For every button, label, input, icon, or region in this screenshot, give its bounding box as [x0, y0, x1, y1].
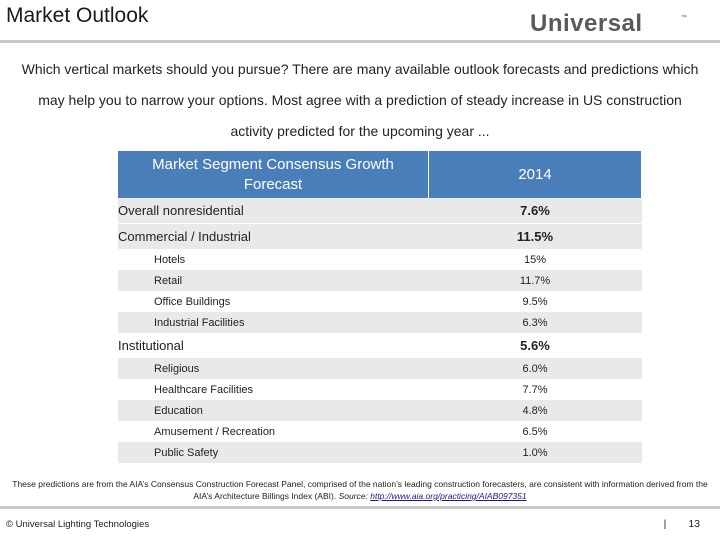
row-value: 6.5%	[522, 425, 548, 438]
table-header-row: Market Segment Consensus Growth Forecast…	[118, 151, 642, 198]
forecast-table: Market Segment Consensus Growth Forecast…	[118, 151, 642, 463]
row-value: 11.7%	[428, 270, 642, 291]
table-row: Industrial Facilities 6.3%	[118, 312, 642, 333]
table-row: Religious 6.0%	[118, 358, 642, 379]
table-row: Office Buildings 9.5%	[118, 291, 642, 312]
row-value: 1.0%	[428, 442, 642, 463]
table-row: Amusement / Recreation 6.5%	[118, 421, 642, 442]
row-value: 5.6%	[520, 338, 550, 353]
row-label: Office Buildings	[154, 295, 231, 308]
source-link[interactable]: http://www.aia.org/practicing/AIAB097351	[370, 491, 527, 501]
table-row: Retail 11.7%	[118, 270, 642, 291]
header-divider	[0, 40, 720, 43]
footer-divider	[0, 506, 720, 509]
copyright: © Universal Lighting Technologies	[6, 519, 150, 530]
row-value: 7.6%	[428, 198, 642, 224]
page-number: 13	[688, 518, 700, 530]
header-year: 2014	[428, 151, 642, 198]
universal-logo: Universal ™	[530, 10, 687, 36]
table-row: Institutional 5.6%	[118, 333, 642, 358]
page-number-area: | 13	[664, 518, 700, 530]
row-value: 4.8%	[428, 400, 642, 421]
page-separator: |	[663, 518, 667, 530]
row-label: Industrial Facilities	[118, 312, 429, 333]
footnote-text: These predictions are from the AIA’s Con…	[12, 479, 708, 501]
row-value: 9.5%	[522, 295, 548, 308]
footnote: These predictions are from the AIA’s Con…	[8, 478, 712, 502]
row-label: Institutional	[118, 338, 184, 353]
row-label: Amusement / Recreation	[154, 425, 276, 438]
slide-title: Market Outlook	[6, 4, 149, 27]
logo-text: Universal	[530, 10, 643, 36]
table-row: Healthcare Facilities 7.7%	[118, 379, 642, 400]
row-label: Commercial / Industrial	[118, 223, 429, 249]
row-label: Overall nonresidential	[118, 198, 429, 224]
footnote-source-label: Source:	[338, 491, 368, 501]
row-value: 11.5%	[428, 223, 642, 249]
intro-paragraph: Which vertical markets should you pursue…	[21, 61, 699, 139]
table-row: Education 4.8%	[118, 400, 642, 421]
table-row: Overall nonresidential 7.6%	[118, 198, 642, 224]
table-row: Commercial / Industrial 11.5%	[118, 223, 642, 249]
row-value: 6.0%	[428, 358, 642, 379]
row-label: Retail	[118, 270, 429, 291]
row-label: Public Safety	[118, 442, 429, 463]
row-label: Healthcare Facilities	[154, 383, 254, 396]
row-label: Hotels	[154, 253, 186, 266]
row-value: 6.3%	[428, 312, 642, 333]
logo-trademark: ™	[681, 14, 687, 21]
table-row: Public Safety 1.0%	[118, 442, 642, 463]
row-value: 15%	[523, 253, 547, 266]
header-segment: Market Segment Consensus Growth Forecast	[118, 151, 429, 198]
row-value: 7.7%	[522, 383, 548, 396]
row-label: Religious	[118, 358, 429, 379]
row-label: Education	[118, 400, 429, 421]
table-row: Hotels 15%	[118, 249, 642, 270]
